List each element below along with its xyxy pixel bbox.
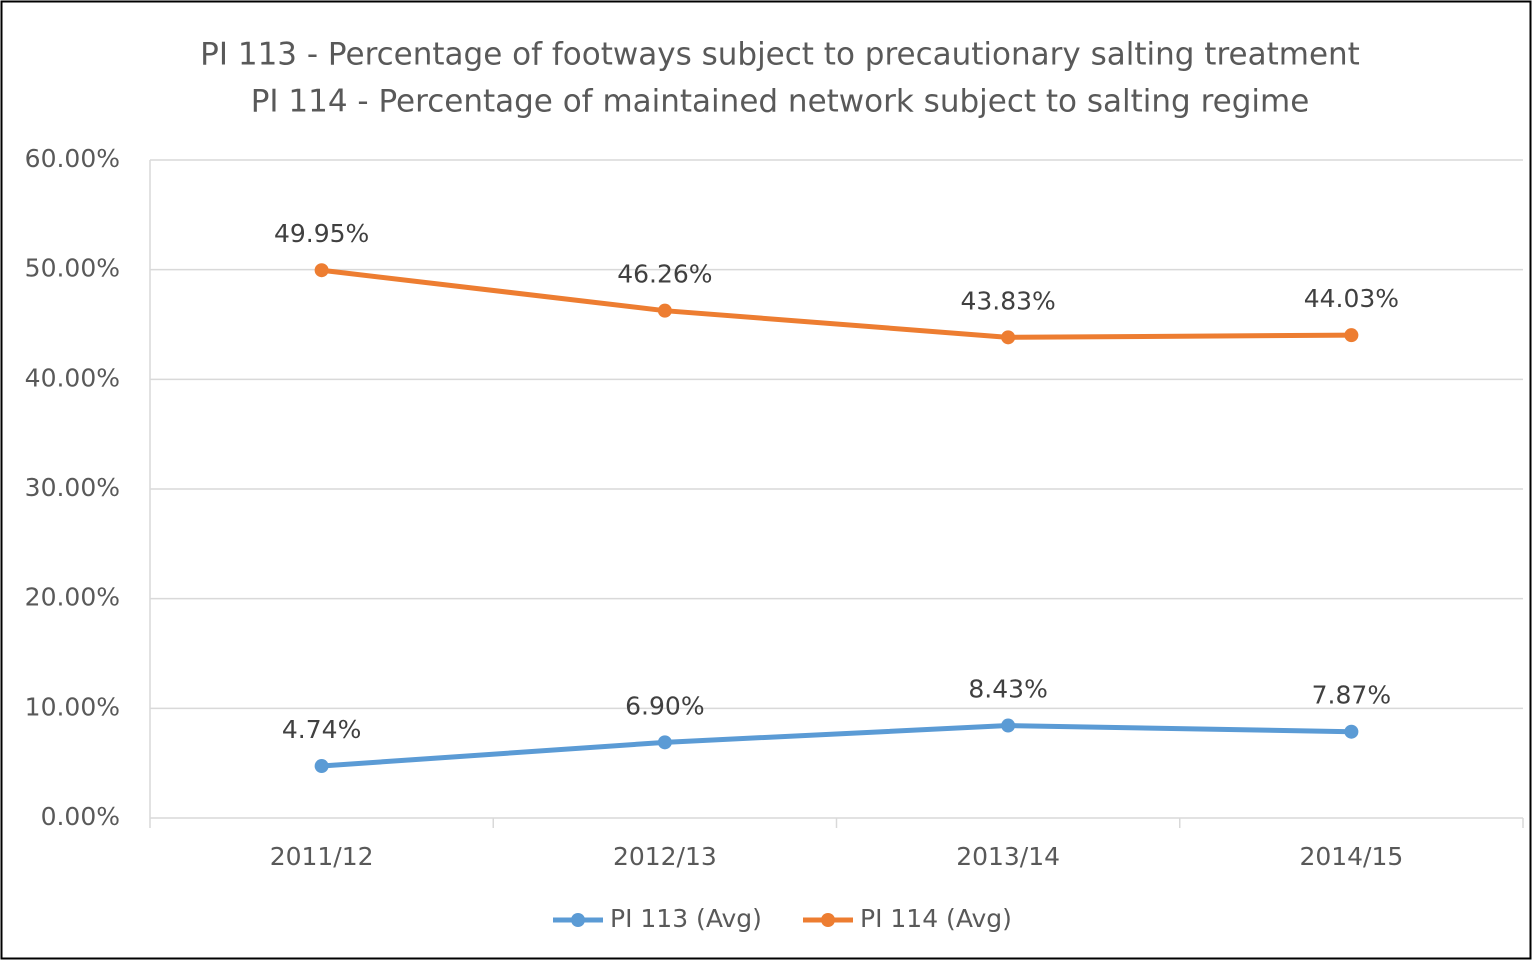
series-line [321,723,1352,769]
data-label: 8.43% [968,675,1047,704]
y-tick-label: 40.00% [25,363,120,392]
y-tick-label: 0.00% [41,802,120,831]
data-point [314,263,329,278]
y-tick-label: 50.00% [25,254,120,283]
y-tick-label: 60.00% [25,144,120,173]
data-label: 4.74% [282,715,361,744]
legend-marker [571,913,585,927]
data-label: 44.03% [1304,284,1399,313]
x-tick-label: 2011/12 [270,842,374,871]
data-point [1344,724,1359,739]
data-label: 46.26% [617,260,712,289]
y-tick-label: 10.00% [25,692,120,721]
data-label: 43.83% [960,286,1055,315]
data-point [1001,330,1016,345]
chart-title: PI 113 - Percentage of footways subject … [200,37,1360,73]
x-tick-label: 2014/15 [1299,842,1403,871]
data-point [314,759,329,774]
legend-marker [821,913,835,927]
chart-title: PI 114 - Percentage of maintained networ… [251,84,1310,120]
series-line [321,267,1352,340]
data-point [657,303,672,318]
data-point [1001,718,1016,733]
y-tick-label: 20.00% [25,583,120,612]
data-label: 6.90% [625,691,704,720]
data-label: 7.87% [1312,681,1391,710]
y-tick-label: 30.00% [25,473,120,502]
legend-label: PI 114 (Avg) [860,904,1012,933]
legend-label: PI 113 (Avg) [610,904,762,933]
data-point [657,735,672,750]
data-label: 49.95% [274,219,369,248]
x-tick-label: 2012/13 [613,842,717,871]
data-point [1344,328,1359,343]
x-tick-label: 2013/14 [956,842,1060,871]
